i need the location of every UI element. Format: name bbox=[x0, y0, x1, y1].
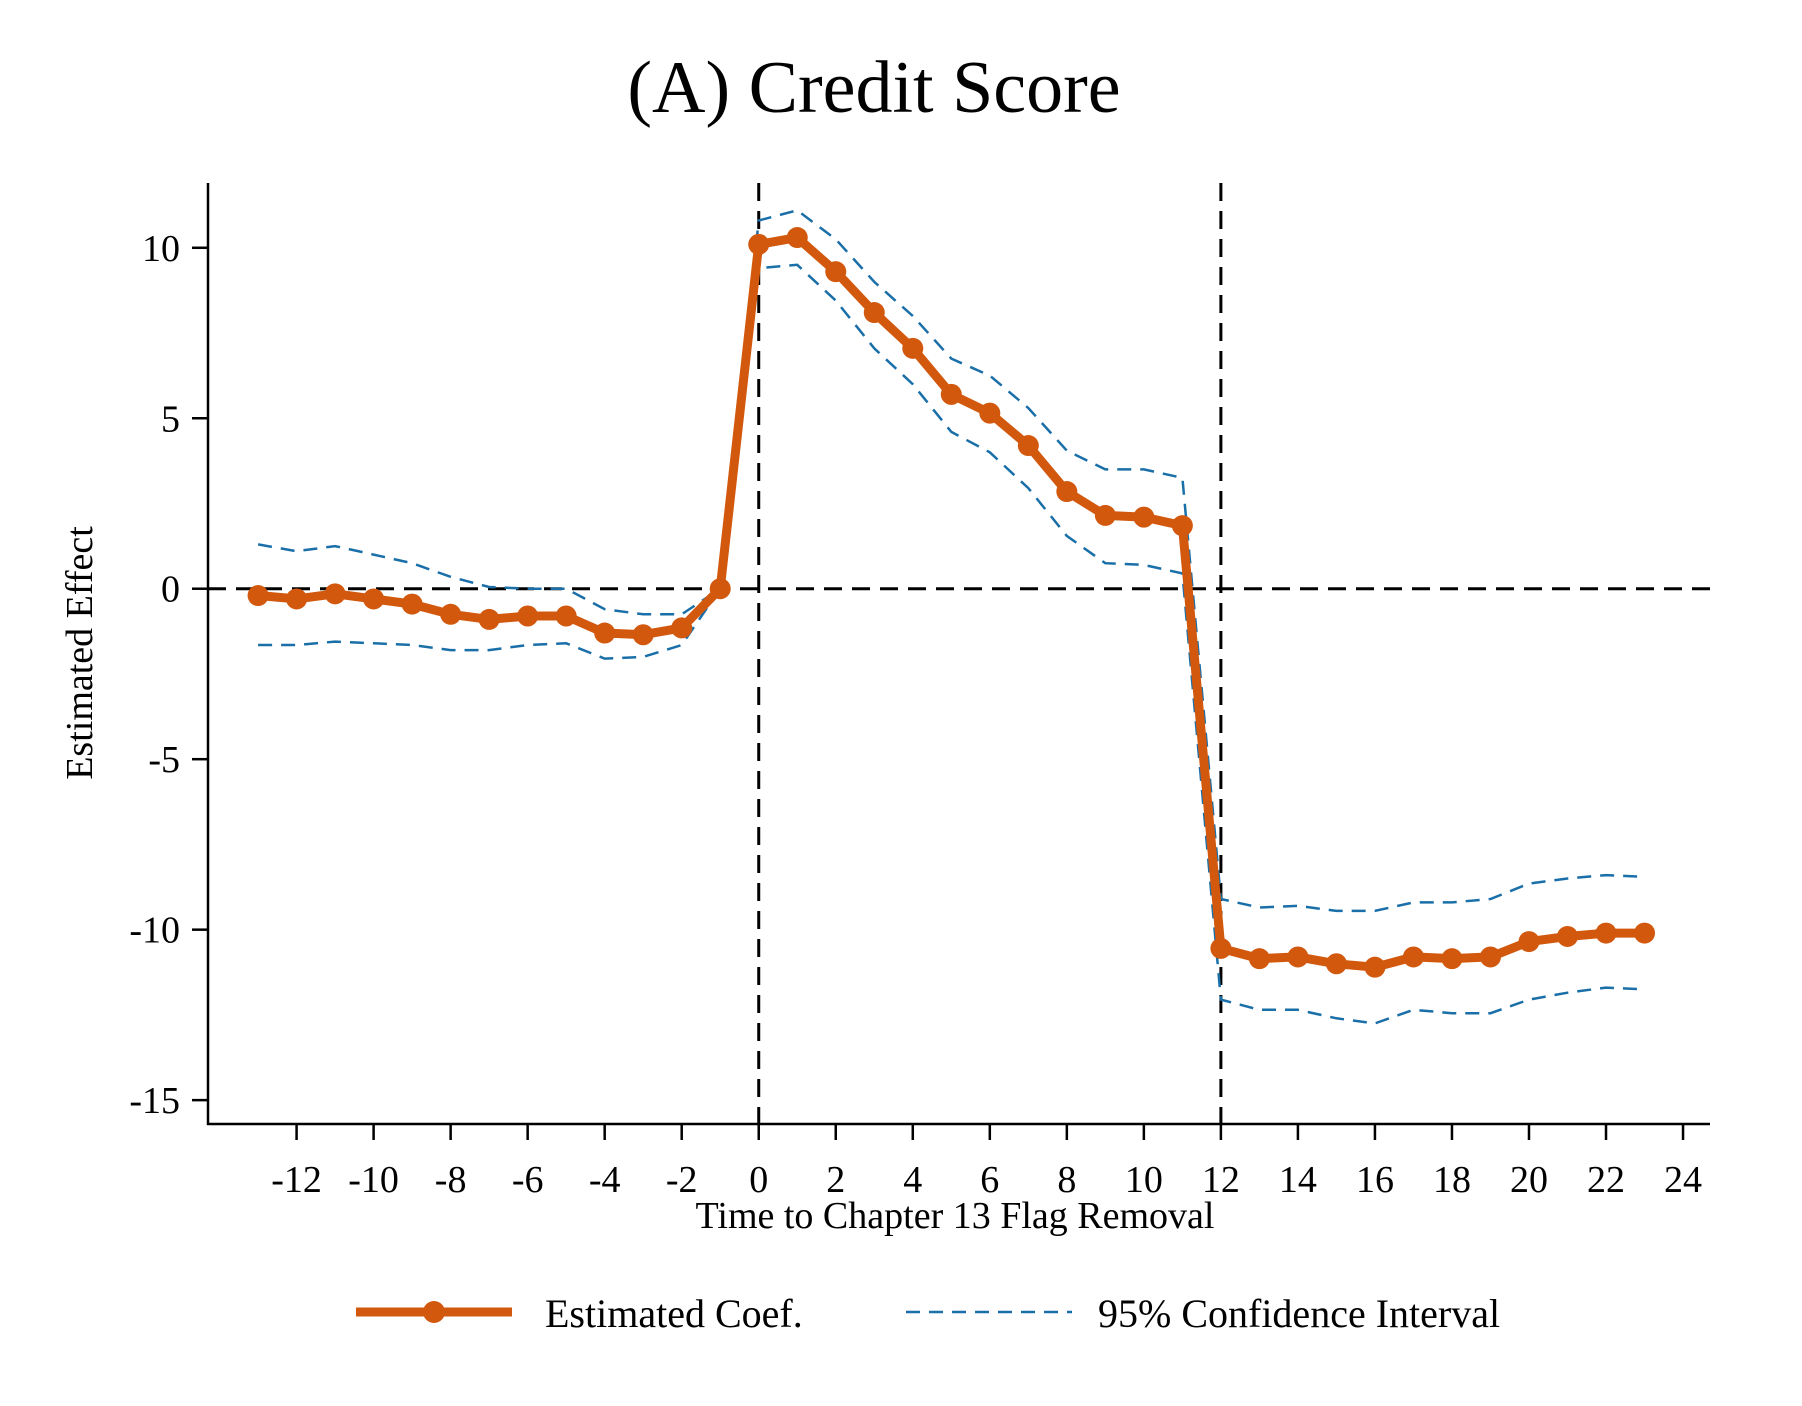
coef-series-line bbox=[257, 233, 1645, 972]
coef-point bbox=[1364, 956, 1386, 978]
coef-point bbox=[1171, 515, 1193, 537]
coef-point bbox=[1248, 948, 1270, 970]
coef-point bbox=[1595, 922, 1617, 944]
x-tick-label: 4 bbox=[903, 1159, 922, 1201]
x-tick-label: 8 bbox=[1057, 1159, 1076, 1201]
coef-point bbox=[440, 603, 462, 625]
x-tick-label: -10 bbox=[348, 1159, 399, 1201]
ci-line-upper bbox=[257, 208, 1645, 913]
y-tick-label: -5 bbox=[148, 739, 180, 781]
coef-point bbox=[786, 227, 808, 249]
coef-point bbox=[594, 622, 616, 644]
x-tick-label: 14 bbox=[1279, 1159, 1317, 1201]
coef-point bbox=[1479, 946, 1501, 968]
x-tick-label: 12 bbox=[1202, 1159, 1240, 1201]
x-tick-label: 24 bbox=[1664, 1159, 1702, 1201]
coef-point bbox=[1056, 481, 1078, 503]
y-axis-label: Estimated Effect bbox=[59, 526, 101, 780]
x-tick-label: 6 bbox=[980, 1159, 999, 1201]
x-tick-label: 10 bbox=[1125, 1159, 1163, 1201]
coef-point bbox=[247, 585, 269, 607]
x-tick-label: 20 bbox=[1510, 1159, 1548, 1201]
x-tick-label: 22 bbox=[1587, 1159, 1625, 1201]
coef-point bbox=[1634, 922, 1656, 944]
coef-point bbox=[1441, 948, 1463, 970]
coef-point bbox=[286, 588, 308, 610]
x-tick-label: 18 bbox=[1433, 1159, 1471, 1201]
chart-title: (A) Credit Score bbox=[627, 47, 1120, 129]
coef-point bbox=[863, 302, 885, 324]
coef-point bbox=[1094, 504, 1116, 526]
x-tick-label: 16 bbox=[1356, 1159, 1394, 1201]
coef-point bbox=[1287, 946, 1309, 968]
y-tick-label: -10 bbox=[129, 910, 180, 952]
coef-point bbox=[1133, 506, 1155, 528]
coef-point bbox=[940, 383, 962, 405]
coefficient-markers bbox=[247, 227, 1656, 978]
x-tick-label: -2 bbox=[666, 1159, 698, 1201]
coef-point bbox=[324, 583, 346, 605]
x-tick-label: -8 bbox=[435, 1159, 467, 1201]
y-axis-ticks: 10 5 0 -5 -10 -15 bbox=[129, 228, 208, 1122]
coef-point bbox=[1518, 931, 1540, 953]
x-tick-label: -12 bbox=[271, 1159, 322, 1201]
coef-point bbox=[902, 337, 924, 359]
coef-point bbox=[1557, 925, 1579, 947]
confidence-interval-lines bbox=[257, 208, 1645, 1025]
ci-line-lower bbox=[258, 263, 1645, 1025]
y-tick-label: 5 bbox=[161, 398, 180, 440]
y-tick-label: 0 bbox=[161, 569, 180, 611]
legend-label-coef: Estimated Coef. bbox=[545, 1291, 803, 1336]
coef-point bbox=[401, 593, 423, 615]
legend-swatch-coef-marker bbox=[423, 1301, 445, 1323]
x-axis-ticks: -12 -10 -8 -6 -4 -2 0 2 4 6 8 10 12 14 16 18 20 22 24 bbox=[271, 1124, 1702, 1201]
legend: Estimated Coef. 95% Confidence Interval bbox=[356, 1291, 1500, 1336]
coef-point bbox=[979, 402, 1001, 424]
x-tick-label: 0 bbox=[749, 1159, 768, 1201]
y-tick-label: -15 bbox=[129, 1080, 180, 1122]
legend-label-ci: 95% Confidence Interval bbox=[1098, 1291, 1500, 1336]
coef-point bbox=[1325, 953, 1347, 975]
coef-point bbox=[1402, 946, 1424, 968]
reference-lines bbox=[208, 183, 1710, 1124]
coef-point bbox=[1210, 937, 1232, 959]
x-axis-label: Time to Chapter 13 Flag Removal bbox=[696, 1195, 1215, 1237]
coef-point bbox=[825, 261, 847, 283]
coef-point bbox=[517, 605, 539, 627]
coef-point bbox=[671, 617, 693, 639]
axes bbox=[206, 183, 1710, 1126]
x-tick-label: -4 bbox=[589, 1159, 621, 1201]
coef-point bbox=[748, 233, 770, 255]
coef-point bbox=[555, 605, 577, 627]
coefficient-line bbox=[257, 233, 1645, 972]
coef-point bbox=[1017, 435, 1039, 457]
coef-point bbox=[632, 624, 654, 646]
x-tick-label: 2 bbox=[826, 1159, 845, 1201]
x-tick-label: -6 bbox=[512, 1159, 544, 1201]
coef-point bbox=[363, 588, 385, 610]
y-tick-label: 10 bbox=[142, 228, 180, 270]
coef-point bbox=[478, 608, 500, 630]
coef-point bbox=[709, 578, 731, 600]
